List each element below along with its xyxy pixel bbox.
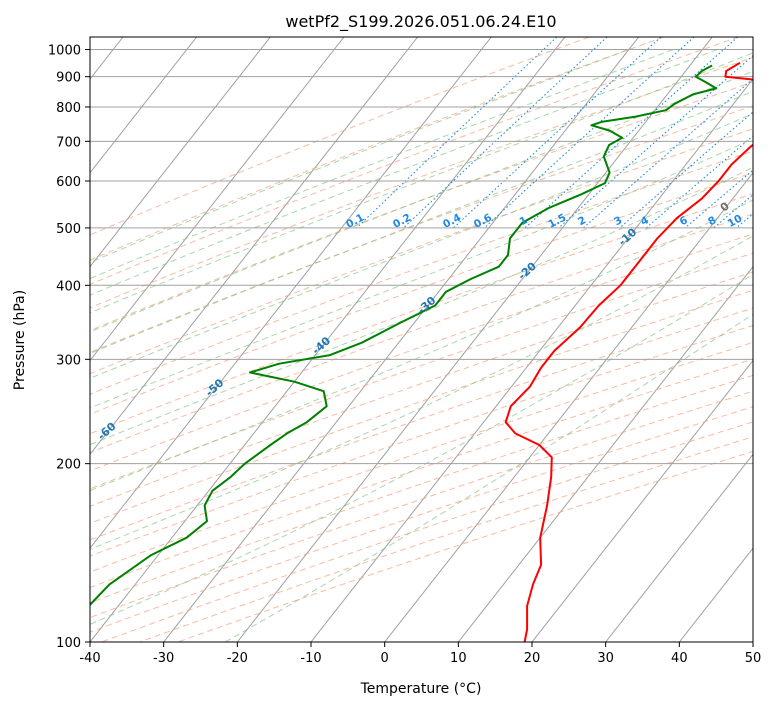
y-tick-label: 700 [56, 135, 81, 150]
x-tick-label: -30 [153, 651, 174, 666]
y-axis-label: Pressure (hPa) [12, 290, 28, 390]
y-tick-label: 600 [56, 175, 81, 190]
x-tick-label: 30 [597, 651, 614, 666]
x-tick-label: -20 [227, 651, 248, 666]
y-tick-label: 800 [56, 101, 81, 116]
chart-title: wetPf2_S199.2026.051.06.24.E10 [285, 12, 556, 32]
x-tick-label: -40 [79, 651, 100, 666]
x-tick-label: 20 [524, 651, 541, 666]
x-tick-label: 50 [745, 651, 762, 666]
x-axis-label: Temperature (°C) [360, 681, 482, 697]
y-tick-label: 900 [56, 71, 81, 86]
x-tick-label: 40 [671, 651, 688, 666]
y-tick-label: 200 [56, 458, 81, 473]
y-tick-label: 400 [56, 279, 81, 294]
y-tick-label: 300 [56, 353, 81, 368]
y-tick-label: 100 [56, 636, 81, 651]
y-tick-label: 500 [56, 222, 81, 237]
x-tick-label: 10 [450, 651, 467, 666]
x-tick-label: 0 [381, 651, 389, 666]
x-tick-label: -10 [300, 651, 321, 666]
y-tick-label: 1000 [48, 44, 81, 59]
